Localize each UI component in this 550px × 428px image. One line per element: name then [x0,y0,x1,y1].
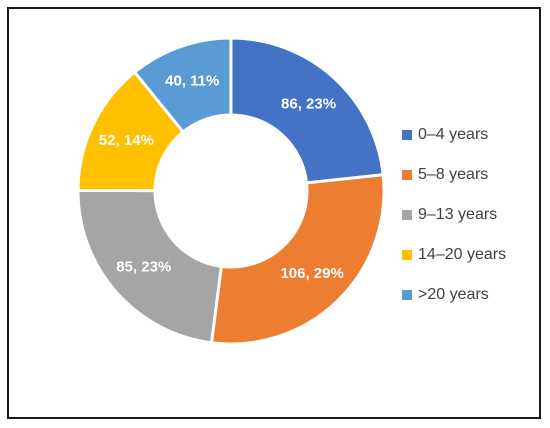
slice-1 [209,173,386,346]
chart-frame: 86, 23% 106, 29% 85, 23% 52, 14% 40, 11% 0–4… [7,7,541,419]
legend-label-4: >20 years [418,286,489,303]
data-label-4: 40, 11% [165,73,219,90]
legend-swatch-0 [402,130,412,140]
slices-group [76,36,386,346]
legend-label-1: 5–8 years [418,166,488,183]
data-label-0: 86, 23% [281,96,336,113]
legend-swatch-3 [402,250,412,260]
legend-swatch-1 [402,170,412,180]
legend-label-2: 9–13 years [418,206,497,223]
legend-label-0: 0–4 years [418,126,488,143]
legend-swatch-2 [402,210,412,220]
legend-label-3: 14–20 years [418,246,506,263]
legend-swatch-4 [402,290,412,300]
data-label-3: 52, 14% [99,132,154,149]
slice-4 [132,36,233,135]
legend: 0–4 years 5–8 years 9–13 years 14–20 years >… [402,126,506,303]
slice-2 [76,188,223,345]
data-label-2: 85, 23% [116,258,171,275]
slice-0 [229,36,385,185]
data-label-1: 106, 29% [280,265,343,282]
data-labels-group: 86, 23% 106, 29% 85, 23% 52, 14% 40, 11% [99,73,344,282]
donut-chart: 86, 23% 106, 29% 85, 23% 52, 14% 40, 11% 0–4… [76,36,506,346]
